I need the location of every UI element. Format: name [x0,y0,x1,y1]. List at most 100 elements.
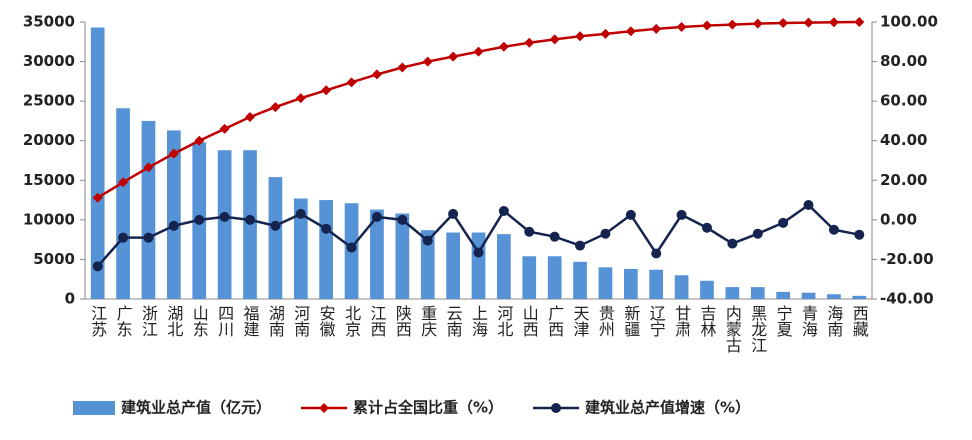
point [854,17,865,27]
point [397,214,408,225]
x-tick-label: 广东 [114,305,133,337]
bar [497,234,511,299]
legend-label: 建筑业总产值（亿元） [121,399,271,417]
point [651,23,662,34]
x-tick-label: 河南 [291,305,310,337]
point [803,200,814,211]
bar [852,295,867,299]
y-tick-label: 10000 [23,210,75,228]
point [575,31,586,42]
x-tick-label: 江苏 [88,305,107,338]
bar [700,280,714,299]
point [727,238,738,249]
bar [446,232,460,299]
x-tick-label: 西藏 [850,305,869,338]
x-tick-label: 重庆 [418,305,437,337]
point [473,46,484,57]
y2-tick-label: -20.00 [880,250,934,268]
point [701,20,712,31]
x-tick-label: 广西 [545,305,564,337]
point [828,224,839,235]
y2-tick-label: 60.00 [880,92,927,110]
x-tick-label: 福建 [241,305,260,337]
point [143,232,154,243]
point [752,18,763,29]
x-tick-label: 黑龙江 [748,305,767,353]
y-tick-label: 20000 [23,131,75,149]
y2-tick-label: 80.00 [880,52,927,70]
y2-tick-label: 0.00 [880,210,917,228]
x-tick-label: 山东 [190,305,209,337]
x-tick-label: 北京 [342,305,361,338]
point [295,93,306,104]
point [219,123,230,134]
bar [167,130,181,299]
point [448,51,459,62]
point [752,228,763,239]
x-tick-label: 海南 [824,305,843,337]
x-tick-label: 天津 [571,305,590,337]
point [270,220,281,231]
x-tick-label: 江西 [367,305,386,337]
point [575,240,586,251]
point [803,17,814,28]
point [371,211,382,222]
x-tick-label: 吉林 [697,305,716,337]
legend-swatch [73,401,115,415]
point [524,226,535,237]
point [625,209,636,220]
point [651,248,662,259]
x-tick-label: 贵州 [596,305,615,337]
bar [217,150,232,299]
x-tick-label: 湖南 [266,305,285,337]
point [194,214,205,225]
bar [827,294,841,299]
y2-tick-label: 100.00 [880,13,938,31]
y2-tick-label: -40.00 [880,290,934,308]
point [118,177,129,188]
x-tick-label: 湖北 [164,305,183,337]
y2-tick-label: 40.00 [880,131,927,149]
point [194,135,205,146]
point [295,208,306,219]
bar [573,261,587,299]
point [854,229,865,240]
point [448,208,459,219]
point [701,222,712,233]
bar [750,287,765,299]
point [168,148,179,159]
bar [674,275,689,299]
bar [395,213,410,299]
point [778,17,789,28]
point [346,242,357,253]
point [778,217,789,228]
x-tick-label: 陕西 [393,305,412,337]
x-tick-label: 浙江 [139,305,158,337]
bar [776,291,790,299]
point [245,214,256,225]
point [143,162,154,173]
point [321,85,332,96]
bar [547,256,562,299]
y-tick-label: 35000 [23,13,75,31]
x-tick-label: 上海 [469,305,488,337]
x-tick-label: 云南 [444,305,463,337]
bar [649,269,664,299]
y-tick-label: 30000 [23,52,75,70]
legend-label: 建筑业总产值增速（%） [585,399,750,417]
bar [293,198,308,299]
y-tick-label: 0 [65,290,75,308]
point [625,26,636,37]
bar [268,177,283,299]
y-tick-label: 25000 [23,92,75,110]
bar [116,108,130,299]
bar [141,120,156,299]
bar [420,230,435,299]
y-tick-label: 5000 [33,250,75,268]
point [270,102,281,113]
point [473,247,484,258]
bar [522,256,537,299]
x-tick-label: 山西 [520,305,539,337]
